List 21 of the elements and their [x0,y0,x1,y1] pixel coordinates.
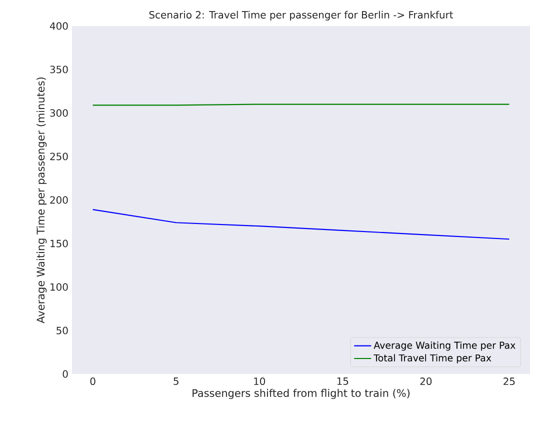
y-tick-label: 100 [50,283,68,291]
x-tick-label: 10 [254,378,266,386]
legend-label: Average Waiting Time per Pax [374,342,516,351]
y-tick-label: 150 [50,240,68,248]
y-tick-label: 0 [62,370,68,378]
x-tick-label: 5 [174,378,178,385]
y-tick-label: 250 [50,152,68,160]
x-tick-label: 0 [90,378,96,386]
x-axis-title: Passengers shifted from flight to train (%) [192,388,410,400]
y-tick-label: 50 [56,326,68,334]
y-tick-label: 350 [50,66,68,74]
y-tick-label: 400 [50,22,68,30]
legend-label: Total Travel Time per Pax [374,354,492,364]
x-tick-label: 25 [504,378,515,386]
y-tick-label: 200 [50,196,68,204]
line-series [92,209,510,240]
y-tick-label: 300 [50,109,68,117]
chart-title: Scenario 2: Travel Time per passenger for Berlin -> Frankfurt [149,10,454,21]
x-tick-label: 15 [337,378,348,385]
y-axis-title: Average Waiting Time per passenger (minutes) [36,78,47,324]
x-tick-label: 20 [420,378,432,386]
